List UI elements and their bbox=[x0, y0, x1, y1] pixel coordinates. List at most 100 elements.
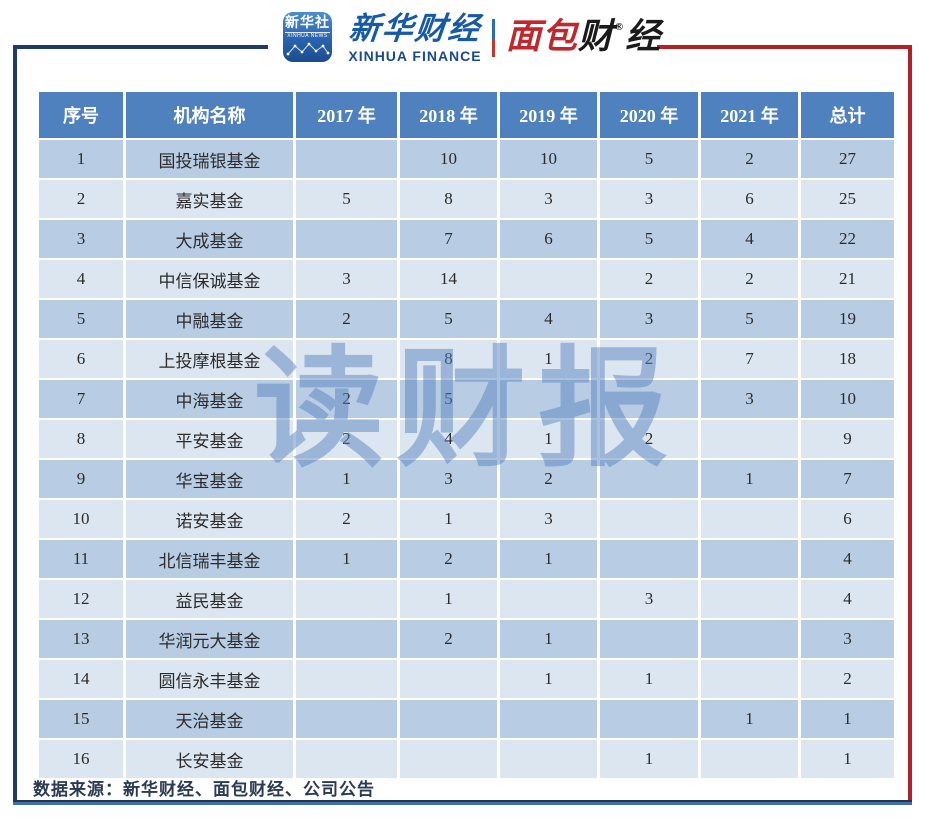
table-cell: 1 bbox=[39, 140, 123, 178]
table-cell bbox=[296, 140, 397, 178]
xinhua-finance-en: XINHUA FINANCE bbox=[348, 48, 482, 65]
table-cell bbox=[701, 500, 798, 538]
table-cell: 2 bbox=[701, 260, 798, 298]
table-cell bbox=[701, 620, 798, 658]
table-cell bbox=[600, 460, 698, 498]
data-table: 序号 机构名称 2017 年 2018 年 2019 年 2020 年 2021 年总计 1… bbox=[36, 90, 897, 780]
table-cell: 2 bbox=[801, 660, 894, 698]
table-cell bbox=[400, 740, 497, 778]
table-cell: 1 bbox=[801, 740, 894, 778]
table-row: 11 北信瑞丰基金 1 2 1 4 bbox=[39, 540, 894, 578]
table-cell bbox=[600, 540, 698, 578]
table-cell: 3 bbox=[400, 460, 497, 498]
table-cell: 10 bbox=[801, 380, 894, 418]
table-cell: 1 bbox=[296, 540, 397, 578]
table-cell: 2 bbox=[296, 300, 397, 338]
table-cell: 14 bbox=[400, 260, 497, 298]
table-cell: 3 bbox=[500, 180, 597, 218]
table-cell: 中海基金 bbox=[126, 380, 293, 418]
table-cell: 3 bbox=[39, 220, 123, 258]
table-cell: 国投瑞银基金 bbox=[126, 140, 293, 178]
table-cell: 1 bbox=[500, 340, 597, 378]
table-row: 10 诺安基金 2 1 3 6 bbox=[39, 500, 894, 538]
table-row: 1 国投瑞银基金 10 10 5 2 27 bbox=[39, 140, 894, 178]
table-cell: 3 bbox=[600, 180, 698, 218]
table-cell: 4 bbox=[701, 220, 798, 258]
table-row: 8 平安基金 2 4 1 2 9 bbox=[39, 420, 894, 458]
table-cell: 1 bbox=[500, 420, 597, 458]
xinhua-finance-logo: 新华财经 XINHUA FINANCE bbox=[342, 11, 488, 65]
table-cell bbox=[500, 580, 597, 618]
table-cell bbox=[600, 700, 698, 738]
table-cell bbox=[500, 260, 597, 298]
table-cell: 18 bbox=[801, 340, 894, 378]
table-cell bbox=[400, 660, 497, 698]
table-cell: 3 bbox=[701, 380, 798, 418]
table-cell bbox=[600, 380, 698, 418]
table-cell: 5 bbox=[701, 300, 798, 338]
table-cell bbox=[296, 220, 397, 258]
table-cell bbox=[296, 620, 397, 658]
table-row: 16 长安基金 1 1 bbox=[39, 740, 894, 778]
top-rule-blue bbox=[13, 45, 268, 49]
column-header: 2018 年 bbox=[400, 92, 497, 138]
column-header: 2017 年 bbox=[296, 92, 397, 138]
table-cell: 2 bbox=[701, 140, 798, 178]
table-row: 15 天治基金 1 1 bbox=[39, 700, 894, 738]
column-header: 机构名称 bbox=[126, 92, 293, 138]
table-cell bbox=[600, 620, 698, 658]
table-cell: 2 bbox=[296, 420, 397, 458]
table-cell: 7 bbox=[39, 380, 123, 418]
table-cell: 8 bbox=[400, 340, 497, 378]
table-cell: 平安基金 bbox=[126, 420, 293, 458]
table-cell: 2 bbox=[296, 500, 397, 538]
table-cell: 1 bbox=[500, 620, 597, 658]
table-cell: 中融基金 bbox=[126, 300, 293, 338]
table-row: 13 华润元大基金 2 1 3 bbox=[39, 620, 894, 658]
table-cell: 2 bbox=[600, 260, 698, 298]
table-cell bbox=[701, 660, 798, 698]
table-cell: 2 bbox=[600, 420, 698, 458]
mianbao-finance-logo: 面包财®经 bbox=[506, 14, 661, 60]
table-cell bbox=[500, 700, 597, 738]
table-row: 7 中海基金 2 5 3 10 bbox=[39, 380, 894, 418]
table-cell bbox=[400, 700, 497, 738]
table-row: 5 中融基金 2 5 4 3 5 19 bbox=[39, 300, 894, 338]
constellation-icon bbox=[286, 42, 329, 56]
table-cell: 14 bbox=[39, 660, 123, 698]
table-cell: 3 bbox=[600, 580, 698, 618]
table-cell: 华润元大基金 bbox=[126, 620, 293, 658]
table-cell: 15 bbox=[39, 700, 123, 738]
table-row: 4 中信保诚基金 3 14 2 2 21 bbox=[39, 260, 894, 298]
table-cell: 5 bbox=[400, 300, 497, 338]
table-cell: 1 bbox=[296, 460, 397, 498]
table-cell: 1 bbox=[701, 700, 798, 738]
table-cell: 1 bbox=[500, 660, 597, 698]
table-cell bbox=[296, 580, 397, 618]
table-cell bbox=[296, 740, 397, 778]
table-cell: 2 bbox=[400, 620, 497, 658]
table-cell: 19 bbox=[801, 300, 894, 338]
table-cell: 11 bbox=[39, 540, 123, 578]
table-cell: 7 bbox=[801, 460, 894, 498]
table-cell: 8 bbox=[39, 420, 123, 458]
column-header: 2020 年 bbox=[600, 92, 698, 138]
mianbao-logo-black1: 财 bbox=[578, 17, 615, 56]
xinhua-icon-subtitle: XINHUA NEWS bbox=[287, 33, 328, 40]
table-cell: 1 bbox=[600, 660, 698, 698]
table-cell: 4 bbox=[500, 300, 597, 338]
table-cell: 3 bbox=[296, 260, 397, 298]
table-cell: 5 bbox=[600, 140, 698, 178]
table-cell: 4 bbox=[400, 420, 497, 458]
table-cell bbox=[296, 340, 397, 378]
table-cell: 4 bbox=[801, 580, 894, 618]
table-cell: 中信保诚基金 bbox=[126, 260, 293, 298]
table-cell bbox=[701, 740, 798, 778]
table-cell: 6 bbox=[39, 340, 123, 378]
table-cell: 5 bbox=[600, 220, 698, 258]
table-cell bbox=[296, 700, 397, 738]
table-row: 2 嘉实基金 5 8 3 3 6 25 bbox=[39, 180, 894, 218]
table-cell: 10 bbox=[400, 140, 497, 178]
table-cell bbox=[701, 580, 798, 618]
